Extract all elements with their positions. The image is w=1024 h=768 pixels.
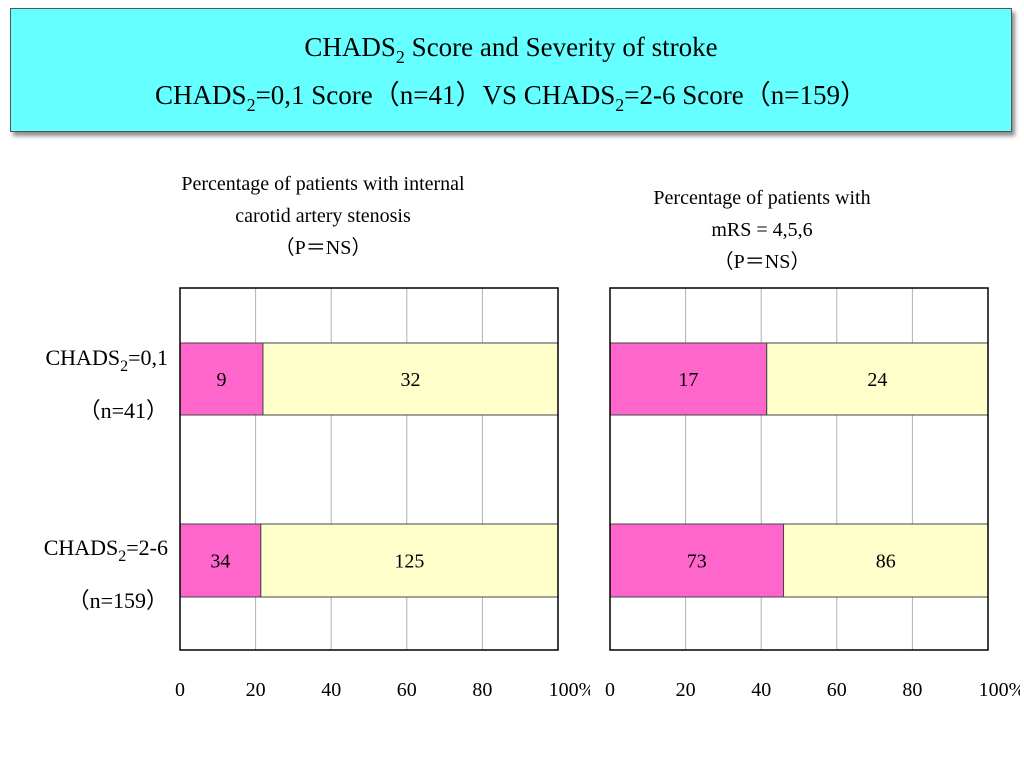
- bar-segment: [260, 523, 559, 598]
- row-label-count: （n=41）: [78, 398, 168, 423]
- data-label: 32: [400, 369, 420, 391]
- x-tick-label: 40: [751, 679, 771, 701]
- bar-segment: [766, 342, 989, 416]
- chart-2-title: Percentage of patients with mRS = 4,5,6 …: [560, 182, 964, 278]
- title-line-1-text: CHADS: [304, 32, 396, 62]
- x-tick-label: 100%: [979, 679, 1020, 701]
- plot-frame: [179, 287, 559, 651]
- x-tick-label: 40: [321, 679, 341, 701]
- data-label: 73: [687, 551, 707, 573]
- bar-segment: [262, 342, 559, 416]
- chart-1-title-line: （P＝NS）: [274, 237, 372, 259]
- row-label-score: =0,1: [128, 345, 168, 370]
- x-tick-label: 80: [472, 679, 492, 701]
- chart-1-title: Percentage of patients with internal car…: [118, 168, 528, 264]
- chart-2-title-line: Percentage of patients with: [653, 187, 871, 209]
- data-label: 17: [678, 369, 698, 391]
- plot-frame: [609, 287, 989, 651]
- x-tick-label: 60: [827, 679, 847, 701]
- row-label-name: CHADS2=0,1: [46, 344, 169, 375]
- x-tick-label: 80: [902, 679, 922, 701]
- title-line-2-text-c: =2-6 Score（n=159）: [624, 80, 867, 110]
- x-tick-label: 60: [397, 679, 417, 701]
- title-banner: CHADS2 Score and Severity of stroke CHAD…: [10, 8, 1012, 132]
- title-line-1: CHADS2 Score and Severity of stroke: [11, 31, 1011, 67]
- title-line-1-rest: Score and Severity of stroke: [404, 32, 718, 62]
- x-tick-label: 20: [676, 679, 696, 701]
- chart-1-title-line: carotid artery stenosis: [235, 205, 411, 227]
- data-label: 24: [867, 369, 887, 391]
- x-tick-label: 20: [246, 679, 266, 701]
- row-label-text: CHADS: [43, 535, 119, 560]
- row-label-name: CHADS2=2-6: [44, 534, 168, 565]
- bar-segment: [783, 523, 989, 598]
- title-line-2-subscript-b: 2: [615, 95, 625, 115]
- x-tick-label: 100%: [549, 679, 590, 701]
- row-label-subscript: 2: [118, 548, 127, 565]
- row-label-text: CHADS: [45, 345, 121, 370]
- x-tick-label: 0: [605, 679, 615, 701]
- bar-segment: [609, 523, 785, 598]
- data-label: 86: [876, 551, 896, 573]
- chart-2-title-line: mRS = 4,5,6: [711, 219, 813, 241]
- chart-2-title-line: （P＝NS）: [713, 251, 811, 273]
- row-label-subscript: 2: [120, 358, 129, 375]
- chart-1-title-line: Percentage of patients with internal: [181, 173, 465, 195]
- data-label: 9: [216, 369, 226, 391]
- title-line-2-text-b: =0,1 Score（n=41）VS CHADS: [255, 80, 616, 110]
- x-tick-label: 0: [175, 679, 185, 701]
- title-line-2-text-a: CHADS: [155, 80, 247, 110]
- row-label-low-score: CHADS2=0,1 （n=41）: [46, 344, 169, 425]
- title-line-1-subscript: 2: [395, 47, 405, 67]
- title-line-2-subscript-a: 2: [246, 95, 256, 115]
- row-label-count: （n=159）: [67, 588, 168, 613]
- row-label-score: =2-6: [126, 535, 168, 560]
- chart-2-plot: 17 24 73 86 0 20 40 60 80 100%: [605, 287, 1020, 701]
- chart-1-plot: 9 32 34 125 0 20 40 60 80 100%: [175, 287, 590, 701]
- title-line-2: CHADS2=0,1 Score（n=41）VS CHADS2=2-6 Scor…: [11, 79, 1011, 115]
- data-label: 34: [210, 551, 230, 573]
- data-label: 125: [394, 551, 424, 573]
- row-label-high-score: CHADS2=2-6 （n=159）: [44, 534, 168, 615]
